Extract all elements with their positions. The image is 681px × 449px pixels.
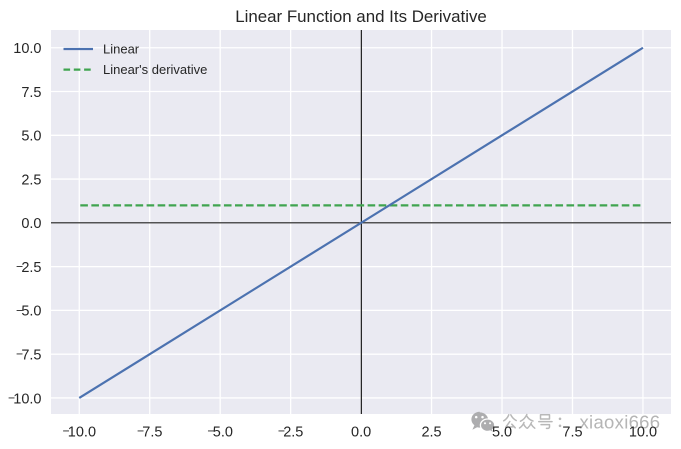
svg-text:−10.0: −10.0: [62, 424, 96, 440]
svg-text:2.5: 2.5: [421, 424, 441, 440]
svg-text:10.0: 10.0: [13, 41, 41, 57]
svg-text:0.0: 0.0: [351, 424, 371, 440]
svg-text:−7.5: −7.5: [137, 424, 163, 440]
svg-text:xiaoxi666: xiaoxi666: [580, 411, 661, 432]
svg-text:10.0: 10.0: [629, 424, 657, 440]
svg-text:−5.0: −5.0: [207, 424, 233, 440]
svg-text:0.0: 0.0: [21, 216, 41, 232]
svg-text:−10.0: −10.0: [8, 391, 42, 407]
svg-text:Linear's derivative: Linear's derivative: [103, 62, 207, 77]
svg-text:7.5: 7.5: [21, 85, 41, 101]
svg-text:5.0: 5.0: [21, 129, 41, 145]
svg-text:Linear Function and Its Deriva: Linear Function and Its Derivative: [235, 7, 487, 26]
svg-text:2.5: 2.5: [21, 172, 41, 188]
svg-text:7.5: 7.5: [562, 424, 582, 440]
svg-text:Linear: Linear: [103, 42, 140, 57]
svg-text:5.0: 5.0: [492, 424, 512, 440]
svg-text:−2.5: −2.5: [278, 424, 304, 440]
svg-text:−7.5: −7.5: [16, 347, 42, 363]
svg-text:−2.5: −2.5: [16, 260, 42, 276]
svg-text:−5.0: −5.0: [16, 303, 42, 319]
